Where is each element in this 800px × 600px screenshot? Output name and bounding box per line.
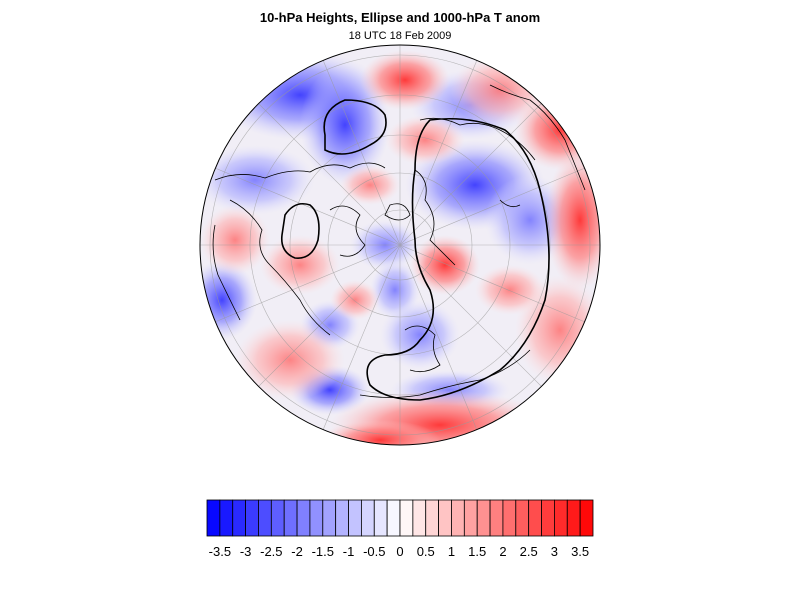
colorbar-tick-label: 1.5 — [468, 544, 486, 559]
colorbar-box — [438, 499, 452, 537]
colorbar-box — [412, 499, 427, 537]
colorbar-labels: -3.5 -3 -2.5 -2 -1.5 -1 -0.5 0 0.5 1 1.5 2 2.5 3 3.5 — [209, 544, 590, 559]
colorbar-box — [566, 499, 581, 537]
colorbar-tick-label: 1 — [448, 544, 455, 559]
polar-map — [199, 44, 601, 446]
colorbar-box — [476, 499, 491, 537]
colorbar-box — [296, 499, 311, 537]
colorbar-box — [425, 499, 440, 537]
colorbar-box — [541, 499, 555, 537]
colorbar-tick-label: -2.5 — [260, 544, 282, 559]
coastlines — [212, 84, 586, 398]
colorbar-tick-label: -1.5 — [312, 544, 334, 559]
colorbar-box — [232, 499, 246, 537]
colorbar-tick-label: 0 — [396, 544, 403, 559]
colorbar-box — [335, 499, 349, 537]
colorbar-box — [206, 499, 221, 537]
colorbar-box — [219, 499, 234, 537]
height-contour-polar-vortex — [366, 117, 550, 401]
colorbar-box — [451, 499, 465, 537]
colorbar-box — [554, 499, 568, 537]
colorbar-box — [258, 499, 272, 537]
colorbar-box — [515, 499, 530, 537]
colorbar-tick-label: -2 — [291, 544, 303, 559]
colorbar-tick-label: -3 — [240, 544, 252, 559]
colorbar-box — [245, 499, 259, 537]
colorbar-boxes — [206, 499, 594, 537]
colorbar-tick-label: 0.5 — [417, 544, 435, 559]
colorbar-box — [309, 499, 324, 537]
colorbar-tick-label: 3 — [551, 544, 558, 559]
colorbar-box — [399, 499, 414, 537]
colorbar-tick-label: 3.5 — [571, 544, 589, 559]
colorbar-tick-label: -1 — [343, 544, 355, 559]
colorbar-box — [322, 499, 337, 537]
colorbar-tick-label: -0.5 — [363, 544, 385, 559]
colorbar-box — [360, 499, 375, 537]
globe-outline — [199, 44, 601, 446]
colorbar-box — [283, 499, 298, 537]
colorbar-tick-label: 2.5 — [520, 544, 538, 559]
colorbar-tick-label: 2 — [499, 544, 506, 559]
colorbar-tick-label: -3.5 — [209, 544, 231, 559]
figure-subtitle: 18 UTC 18 Feb 2009 — [348, 30, 452, 42]
colorbar-box — [463, 499, 478, 537]
height-contour-small-low — [323, 99, 387, 155]
colorbar-box — [489, 499, 504, 537]
colorbar-box — [348, 499, 362, 537]
colorbar-box — [502, 499, 517, 537]
height-contours — [280, 99, 550, 401]
colorbar-box — [373, 499, 388, 537]
temperature-anomaly-field — [200, 45, 600, 445]
figure-title: 10-hPa Heights, Ellipse and 1000-hPa T a… — [259, 10, 541, 25]
colorbar-box — [270, 499, 285, 537]
ellipse-contour — [280, 202, 320, 259]
colorbar-box — [386, 499, 401, 537]
colorbar-box — [579, 499, 594, 537]
colorbar-box — [528, 499, 542, 537]
